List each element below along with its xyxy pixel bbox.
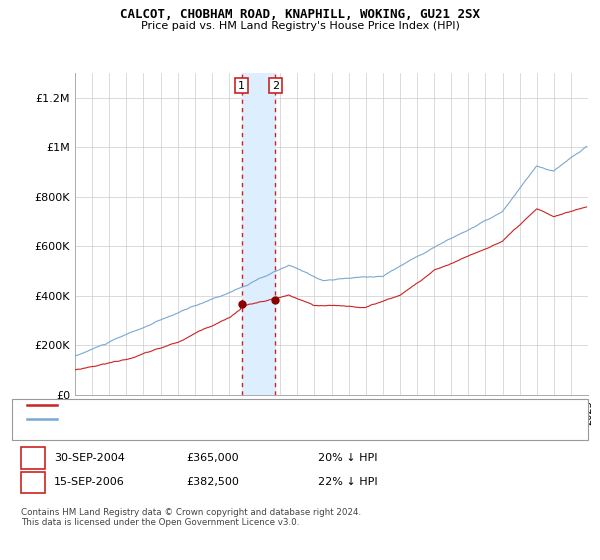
Text: 20% ↓ HPI: 20% ↓ HPI — [318, 452, 377, 463]
Text: 22% ↓ HPI: 22% ↓ HPI — [318, 477, 377, 487]
Text: 15-SEP-2006: 15-SEP-2006 — [54, 477, 125, 487]
Text: CALCOT, CHOBHAM ROAD, KNAPHILL, WOKING, GU21 2SX: CALCOT, CHOBHAM ROAD, KNAPHILL, WOKING, … — [120, 8, 480, 21]
Text: HPI: Average price, detached house, Woking: HPI: Average price, detached house, Woki… — [60, 414, 281, 424]
Text: £382,500: £382,500 — [186, 477, 239, 487]
Text: 1: 1 — [29, 451, 37, 464]
Text: 30-SEP-2004: 30-SEP-2004 — [54, 452, 125, 463]
Text: CALCOT, CHOBHAM ROAD, KNAPHILL, WOKING, GU21 2SX (detached house): CALCOT, CHOBHAM ROAD, KNAPHILL, WOKING, … — [60, 400, 441, 410]
Text: 2: 2 — [29, 475, 37, 488]
Text: Price paid vs. HM Land Registry's House Price Index (HPI): Price paid vs. HM Land Registry's House … — [140, 21, 460, 31]
Text: Contains HM Land Registry data © Crown copyright and database right 2024.
This d: Contains HM Land Registry data © Crown c… — [21, 508, 361, 528]
Bar — [242, 73, 275, 395]
Text: £365,000: £365,000 — [186, 452, 239, 463]
Text: 1: 1 — [238, 81, 245, 91]
Text: 2: 2 — [272, 81, 279, 91]
